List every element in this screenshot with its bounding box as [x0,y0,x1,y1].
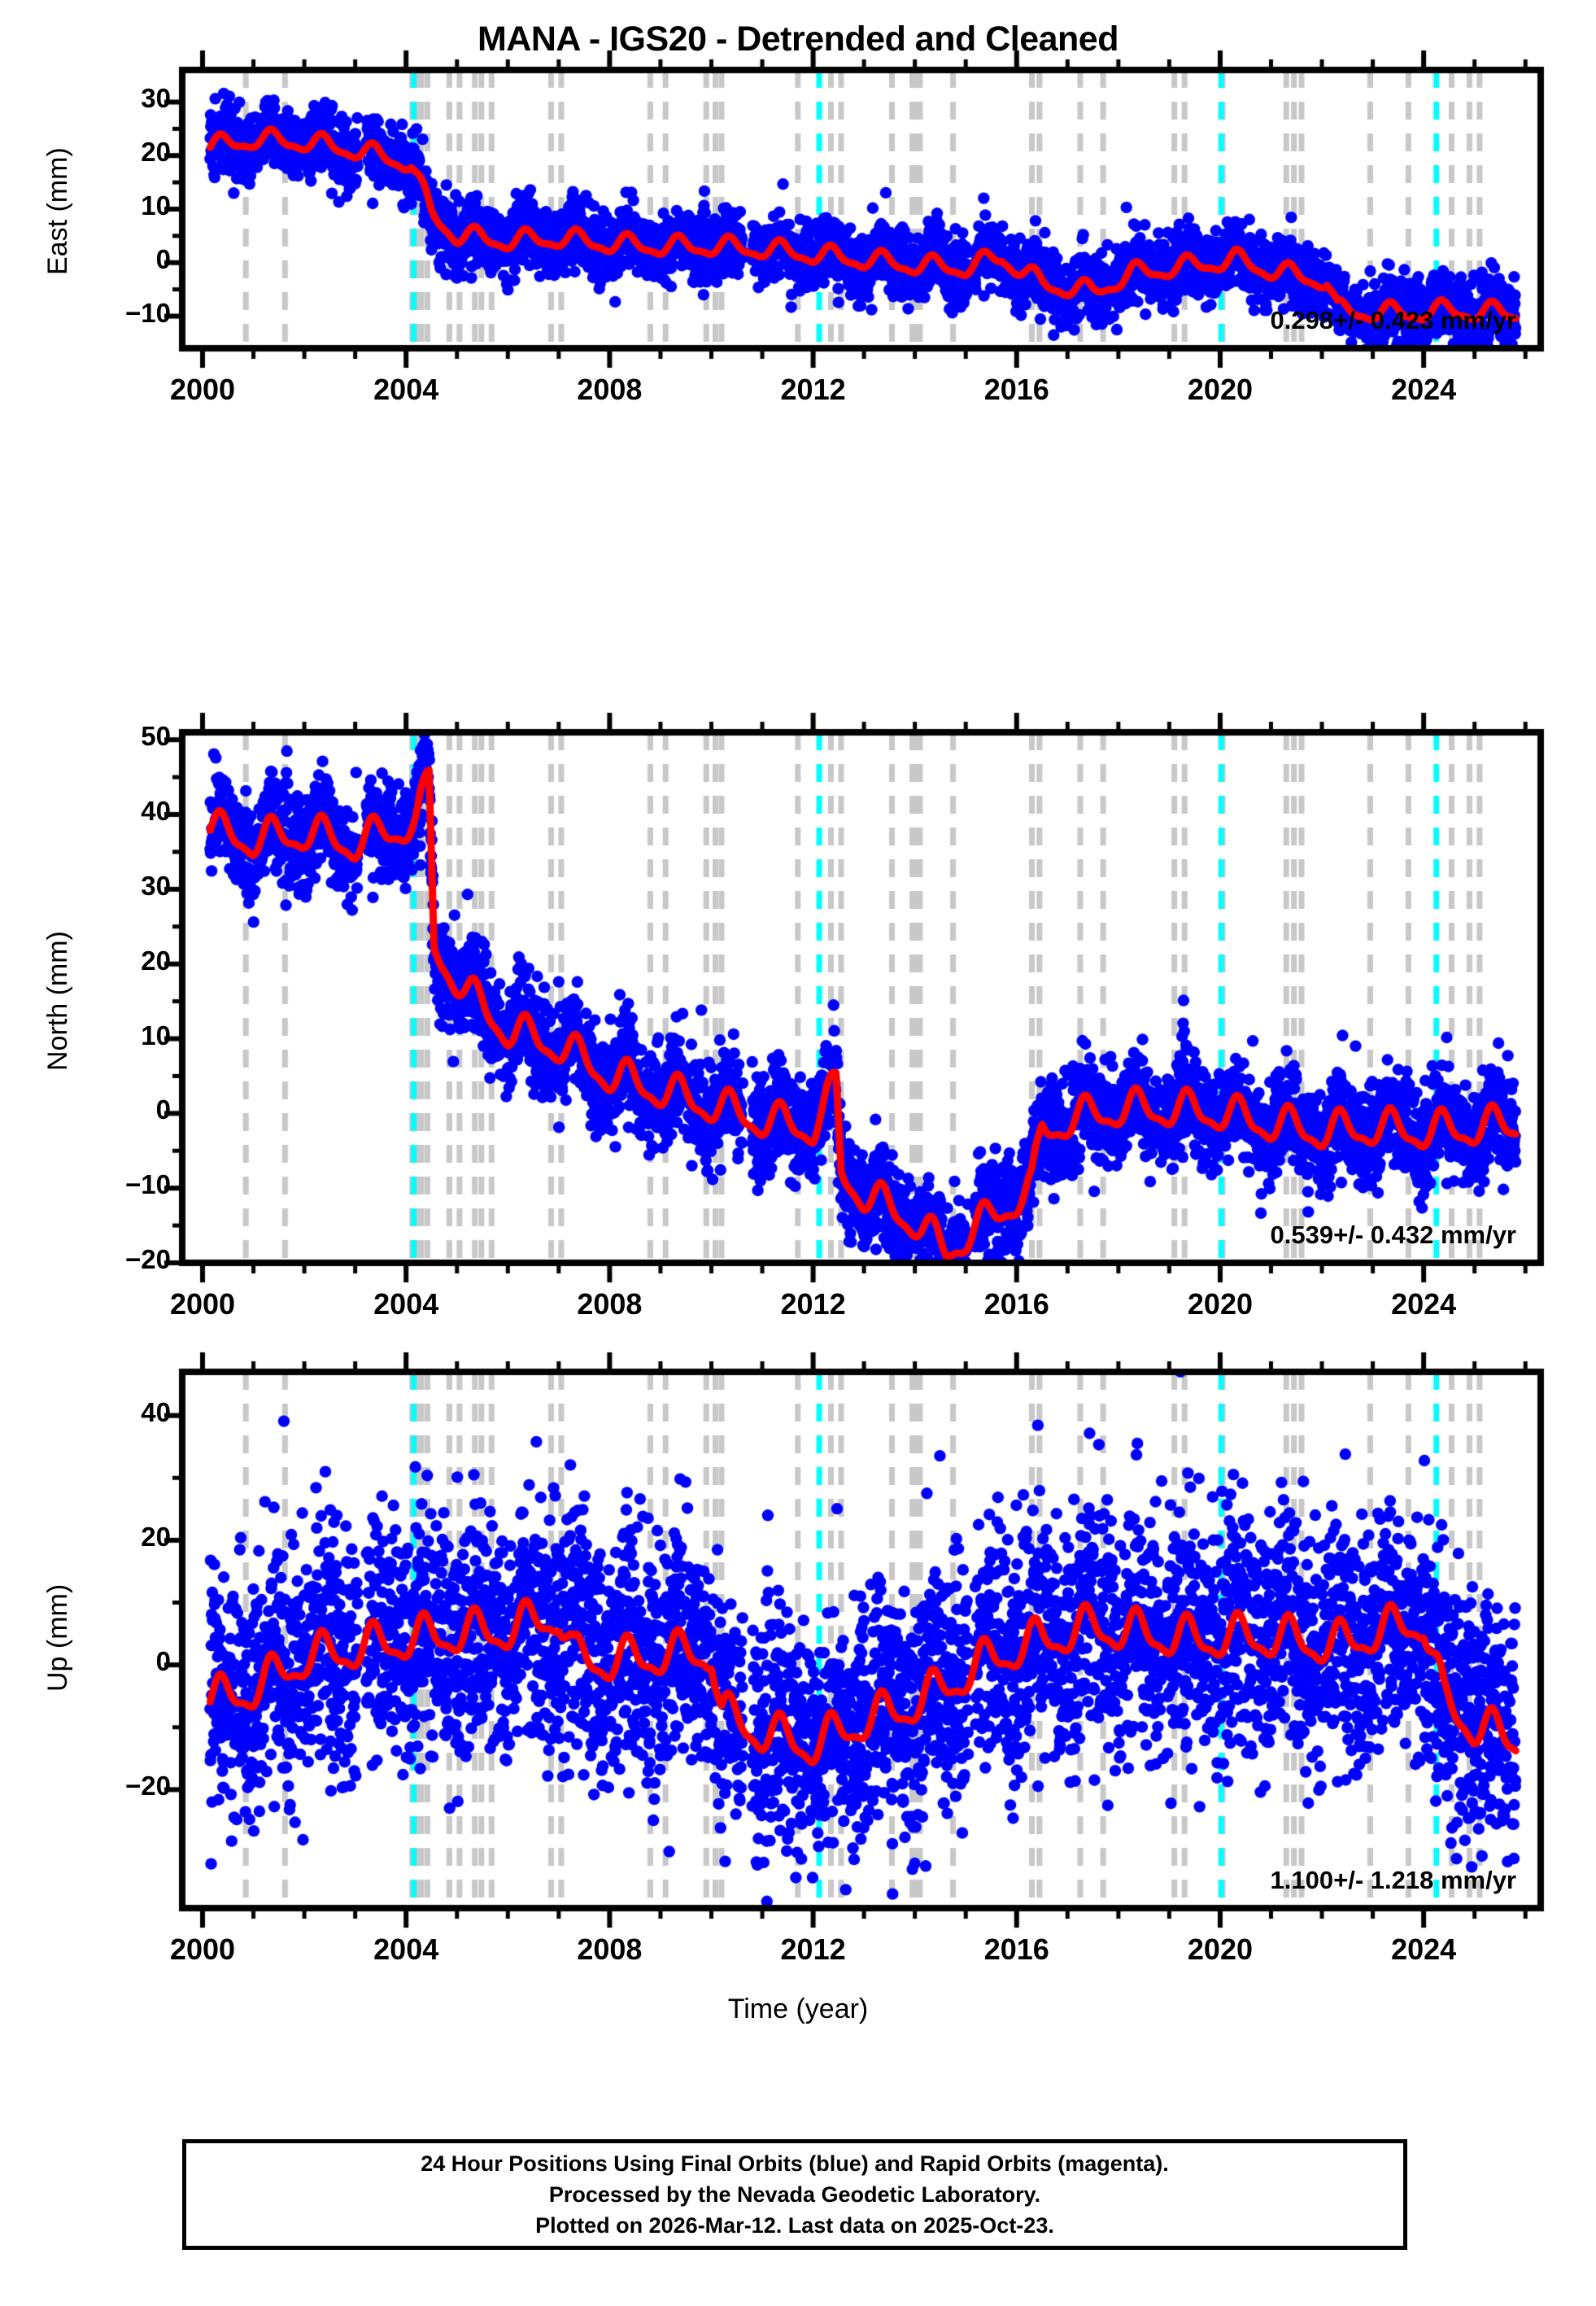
xtick-east-6: 2024 [1391,373,1457,406]
ytick-north-7: −20 [125,1244,171,1274]
ytick-north-3: 20 [141,945,171,976]
ytick-up-3: −20 [125,1771,171,1802]
ytick-east-0: 30 [141,83,171,114]
ytick-north-6: −10 [125,1169,171,1200]
xtick-up-4: 2016 [983,1933,1049,1966]
caption-line-3: Plotted on 2026-Mar-12. Last data on 202… [535,2213,1054,2238]
xtick-up-3: 2012 [780,1933,846,1966]
ytick-east-2: 10 [141,190,171,221]
xtick-up-5: 2020 [1187,1933,1253,1966]
rate-label-east: 0.298+/- 0.423 mm/yr [1270,306,1516,334]
ytick-up-2: 0 [155,1646,171,1677]
ytick-up-0: 40 [141,1396,171,1427]
xtick-north-1: 2004 [373,1287,439,1321]
ytick-east-3: 0 [155,243,171,274]
xtick-east-2: 2008 [577,373,643,406]
caption-box: 24 Hour Positions Using Final Orbits (bl… [182,2139,1407,2250]
rate-label-north: 0.539+/- 0.432 mm/yr [1270,1221,1516,1249]
xtick-east-1: 2004 [373,373,439,406]
ytick-north-0: 50 [141,721,171,752]
xaxis-label: Time (year) [727,1994,869,2024]
xtick-up-1: 2004 [373,1933,439,1966]
ytick-east-4: −10 [125,297,171,328]
ytick-north-4: 10 [141,1020,171,1050]
xtick-east-0: 2000 [169,373,236,406]
ytick-north-2: 30 [141,870,171,901]
xtick-north-3: 2012 [780,1287,846,1321]
xtick-north-0: 2000 [169,1287,236,1321]
ytick-east-1: 20 [141,137,171,168]
xtick-east-4: 2016 [983,373,1049,406]
xtick-north-2: 2008 [577,1287,643,1321]
ylabel-up: Up (mm) [42,1583,73,1692]
xtick-up-6: 2024 [1391,1933,1457,1966]
page-title: MANA - IGS20 - Detrended and Cleaned [477,20,1119,59]
xtick-east-5: 2020 [1187,373,1253,406]
ylabel-east: East (mm) [42,147,73,275]
caption-line-1: 24 Hour Positions Using Final Orbits (bl… [421,2151,1169,2176]
rate-label-up: 1.100+/- 1.218 mm/yr [1270,1866,1516,1894]
xtick-north-6: 2024 [1391,1287,1457,1321]
xtick-up-2: 2008 [577,1933,643,1966]
ytick-up-1: 20 [141,1521,171,1552]
caption-line-2: Processed by the Nevada Geodetic Laborat… [548,2182,1041,2207]
xtick-up-0: 2000 [169,1933,236,1966]
xtick-east-3: 2012 [780,373,846,406]
ytick-north-5: 0 [155,1094,171,1125]
xtick-north-4: 2016 [983,1287,1049,1321]
ylabel-north: North (mm) [42,931,73,1071]
xtick-north-5: 2020 [1187,1287,1253,1321]
ytick-north-1: 40 [141,796,171,826]
